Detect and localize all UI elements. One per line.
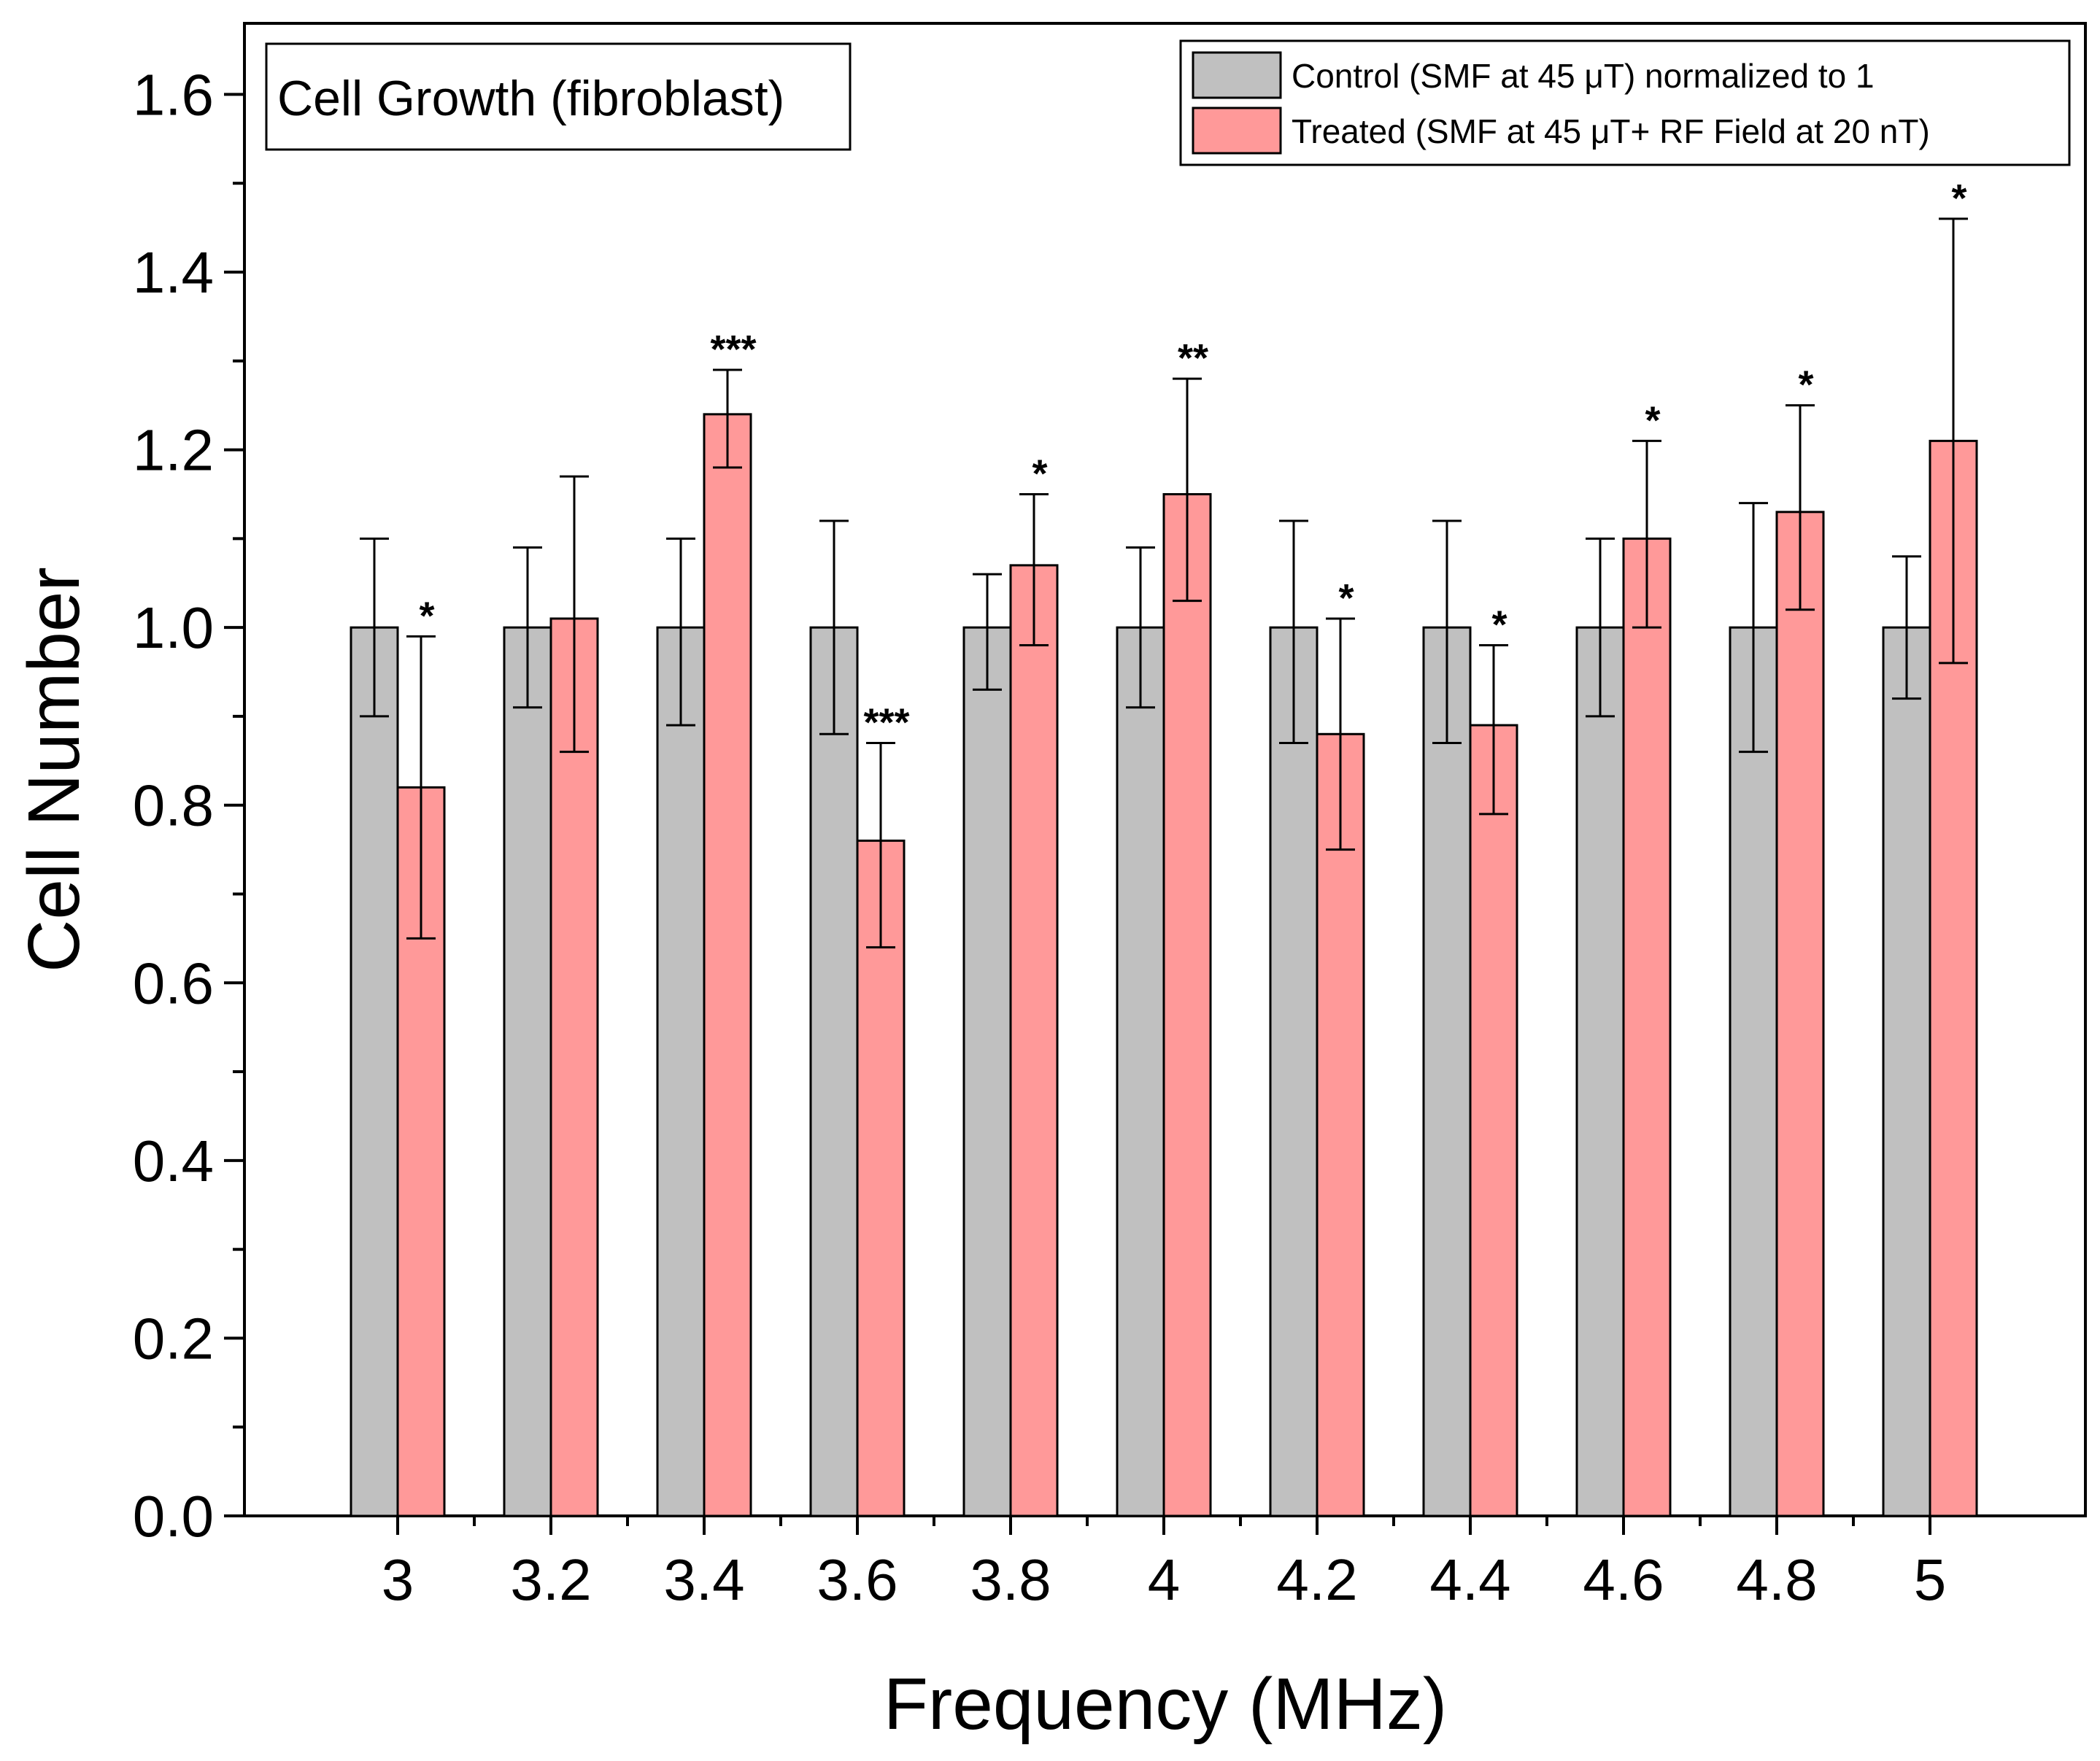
bar-treated: [703, 413, 752, 1517]
legend-swatch-treated: [1192, 107, 1282, 155]
x-tick-label: 3.4: [663, 1547, 744, 1612]
x-tick-label: 4.8: [1736, 1547, 1817, 1612]
chart-marks: ***************: [350, 177, 1978, 1517]
y-tick-label: 0.6: [133, 951, 214, 1015]
panel-label-box: [265, 42, 852, 151]
bar-treated: [856, 839, 906, 1517]
x-tick-label: 5: [1914, 1547, 1947, 1612]
x-tick-label: 4.6: [1583, 1547, 1664, 1612]
bar-control: [1116, 626, 1165, 1517]
chart-axes: 0.0 0.2 0.4 0.6 0.8 1.0 1.2 1.4 1.6 3 3.2 3.4 3.6 3.8…: [133, 62, 1946, 1612]
bar-control: [1269, 626, 1319, 1517]
y-tick-label: 0.4: [133, 1129, 214, 1193]
bar-control: [656, 626, 706, 1517]
bar-treated: [1622, 537, 1672, 1517]
y-tick-label: 1.6: [133, 62, 214, 127]
bar-control: [809, 626, 859, 1517]
significance-label: *: [419, 594, 434, 638]
bar-control: [1575, 626, 1625, 1517]
x-tick-label: 4.4: [1429, 1547, 1510, 1612]
x-tick-label: 3.6: [817, 1547, 897, 1612]
y-tick-label: 1.4: [133, 240, 214, 305]
x-tick-label: 3.2: [510, 1547, 591, 1612]
legend-box: [1179, 39, 2071, 166]
legend-label-treated: Treated (SMF at 45 μT+ RF Field at 20 nT…: [1292, 112, 1930, 150]
significance-label: *: [1798, 363, 1813, 407]
legend-label-control: Control (SMF at 45 μT) normalized to 1: [1292, 57, 1875, 95]
bar-control: [962, 626, 1012, 1517]
bar-treated: [1009, 564, 1059, 1517]
significance-label: ***: [863, 700, 909, 744]
significance-label: *: [1951, 177, 1966, 220]
bar-control: [1422, 626, 1472, 1517]
significance-label: **: [1178, 336, 1208, 380]
bar-treated: [1775, 511, 1825, 1517]
legend: Control (SMF at 45 μT) normalized to 1 T…: [1179, 39, 2071, 166]
x-tick-label: 4.2: [1276, 1547, 1357, 1612]
legend-swatch-control: [1192, 51, 1282, 99]
x-tick-label: 3: [382, 1547, 414, 1612]
significance-label: *: [1645, 398, 1660, 442]
bar-control: [350, 626, 399, 1517]
y-tick-label: 0.2: [133, 1306, 214, 1371]
bar-treated: [1316, 732, 1365, 1517]
bar-control: [503, 626, 552, 1517]
x-tick-label: 3.8: [970, 1547, 1051, 1612]
bar-treated: [549, 617, 599, 1517]
bar-control: [1729, 626, 1778, 1517]
y-tick-label: 1.2: [133, 418, 214, 483]
significance-label: ***: [710, 328, 756, 371]
significance-label: *: [1491, 603, 1507, 647]
bar-treated: [1469, 724, 1518, 1517]
y-tick-label: 0.8: [133, 773, 214, 838]
y-axis-title: Cell Number: [13, 567, 95, 972]
y-tick-label: 1.0: [133, 595, 214, 660]
y-tick-label: 0.0: [133, 1484, 214, 1549]
bar-control: [1882, 626, 1931, 1517]
x-axis-title: Frequency (MHz): [884, 1663, 1447, 1745]
chart-title: Cell Growth (fibroblast): [277, 71, 784, 126]
x-tick-label: 4: [1148, 1547, 1181, 1612]
significance-label: *: [1338, 576, 1354, 620]
significance-label: *: [1032, 452, 1047, 495]
bar-treated: [1162, 492, 1212, 1517]
